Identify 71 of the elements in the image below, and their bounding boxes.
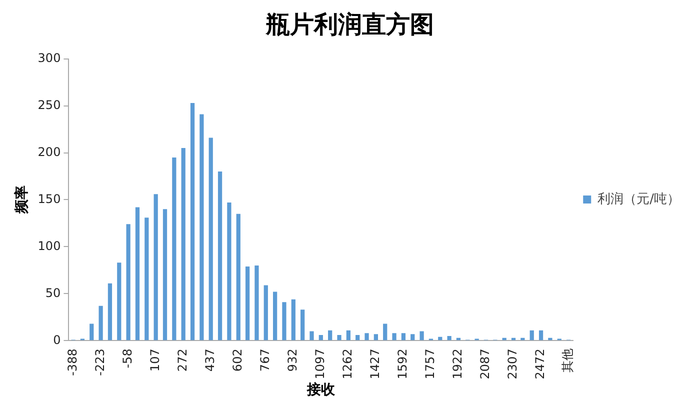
x-tick-label: 107 xyxy=(148,348,162,372)
bar xyxy=(374,334,378,340)
bar xyxy=(162,209,168,340)
bar xyxy=(181,148,186,340)
bar xyxy=(356,335,360,340)
bar xyxy=(90,324,94,340)
x-tick-label: 1427 xyxy=(368,348,382,380)
x-tick-label: 767 xyxy=(258,348,272,372)
bar xyxy=(420,331,424,340)
bar xyxy=(236,214,240,340)
bar xyxy=(282,302,286,340)
bar xyxy=(208,138,213,340)
y-tick-label: 300 xyxy=(38,50,61,65)
x-tick-label: -58 xyxy=(120,348,134,368)
y-tick-label: 0 xyxy=(53,332,61,347)
x-tick-label: 602 xyxy=(230,348,244,372)
y-tick-label: 100 xyxy=(38,238,61,253)
x-tick-label: 1097 xyxy=(313,348,328,380)
bar xyxy=(200,114,204,340)
legend-label: 利润（元/吨） xyxy=(598,192,680,207)
bar xyxy=(392,333,396,340)
chart-title: 瓶片利润直方图 xyxy=(265,10,434,39)
bar xyxy=(126,224,130,340)
bar xyxy=(117,262,122,340)
x-tick-label: 1592 xyxy=(396,348,410,380)
bar xyxy=(383,324,388,340)
bar xyxy=(530,330,534,340)
x-tick-label: 2472 xyxy=(533,348,548,380)
bar xyxy=(154,194,158,340)
x-tick-label: 272 xyxy=(175,348,190,372)
bar xyxy=(135,207,140,340)
x-tick-label: 932 xyxy=(286,348,300,372)
bar xyxy=(254,266,259,340)
y-tick-label: 250 xyxy=(38,98,61,112)
x-tick-label: -388 xyxy=(65,348,80,376)
bar xyxy=(318,335,323,340)
bar xyxy=(401,333,406,340)
bar xyxy=(410,334,415,340)
bar xyxy=(227,202,232,340)
bar xyxy=(310,331,314,340)
y-tick-label: 50 xyxy=(45,286,61,300)
y-tick-label: 150 xyxy=(38,192,61,206)
bar xyxy=(364,333,369,340)
bar xyxy=(264,285,268,340)
bar xyxy=(291,299,296,340)
bar xyxy=(190,102,195,340)
bar xyxy=(548,338,552,340)
x-tick-label: 2087 xyxy=(478,348,492,380)
bar xyxy=(218,172,222,340)
y-axis-title: 频率 xyxy=(13,186,30,215)
bar xyxy=(245,266,250,340)
x-axis-title: 接收 xyxy=(306,381,336,398)
bar xyxy=(172,157,176,340)
bar xyxy=(346,330,350,340)
x-tick-label: 437 xyxy=(202,348,217,372)
x-tick-label: 其他 xyxy=(560,348,575,373)
x-tick-label: -223 xyxy=(92,348,107,376)
bar xyxy=(328,330,332,340)
bar xyxy=(144,218,149,340)
x-tick-label: 1757 xyxy=(423,348,438,380)
bar xyxy=(538,330,544,340)
y-tick-label: 200 xyxy=(38,144,61,159)
bar xyxy=(272,292,278,340)
bar xyxy=(300,310,305,340)
bar xyxy=(98,306,103,340)
bar xyxy=(337,335,342,340)
x-tick-label: 1262 xyxy=(340,348,355,380)
bar xyxy=(447,336,452,340)
x-tick-label: 1922 xyxy=(450,348,465,380)
bar xyxy=(108,283,112,340)
x-tick-label: 2307 xyxy=(506,348,520,380)
